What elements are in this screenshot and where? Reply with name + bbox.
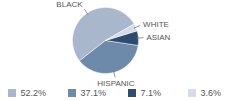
svg-text:52.2%: 52.2% <box>21 88 47 98</box>
svg-text:37.1%: 37.1% <box>81 88 107 98</box>
svg-text:ASIAN: ASIAN <box>146 33 170 42</box>
svg-text:BLACK: BLACK <box>56 0 83 9</box>
svg-text:HISPANIC: HISPANIC <box>97 79 134 88</box>
svg-text:3.6%: 3.6% <box>201 88 222 98</box>
svg-text:7.1%: 7.1% <box>141 88 162 98</box>
svg-text:WHITE: WHITE <box>143 20 169 29</box>
